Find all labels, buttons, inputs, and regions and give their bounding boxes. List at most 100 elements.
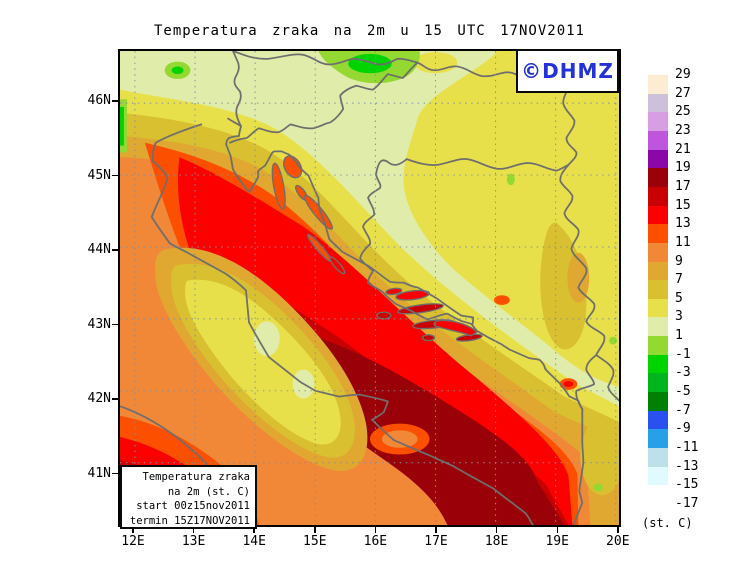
x-axis-tick (556, 527, 558, 533)
coastline-italy-adriatic (150, 123, 534, 525)
temp-patch-gold-se (580, 417, 619, 496)
colorbar-tick-label: 17 (675, 178, 691, 194)
colorbar-tick-label: -7 (675, 402, 691, 418)
colorbar-tick-label: -13 (675, 458, 699, 474)
temp-valley-spot (494, 295, 510, 305)
colorbar-tick-label: 3 (675, 309, 683, 325)
colorbar-tick-label: 1 (675, 328, 683, 344)
y-axis-label: 43N (87, 316, 111, 332)
colorbar-tick-label: 5 (675, 290, 683, 306)
colorbar-unit-label: (st. C) (642, 516, 693, 530)
y-axis-label: 45N (87, 167, 111, 183)
colorbar-cell--5--3 (648, 373, 668, 393)
colorbar-tick-label: 23 (675, 122, 691, 138)
border-italy-slovenia (232, 51, 242, 128)
temp-green-dot (593, 483, 604, 492)
x-axis-tick (495, 527, 498, 533)
border-slovenia-croatia (229, 61, 419, 144)
temp-spot-gulf-core (381, 430, 418, 448)
y-axis-label: 41N (87, 465, 111, 481)
border-kosovo-branch (595, 354, 619, 402)
map-plot-area (118, 49, 621, 527)
x-axis-label: 16E (363, 534, 388, 549)
temp-green-dot (609, 336, 618, 345)
dhmz-logo: ©DHMZ (516, 49, 619, 93)
x-axis-tick (132, 527, 134, 533)
info-line-start: start 00z15nov2011 (136, 500, 250, 513)
colorbar-cell-15-17 (648, 186, 668, 206)
island-hvar (397, 303, 444, 315)
y-axis-tick (112, 323, 118, 326)
colorbar-cell-5-7 (648, 280, 668, 300)
info-line-termin: termin 15Z17NOV2011 (129, 514, 250, 527)
colorbar-tick-label: 11 (675, 234, 691, 250)
colorbar-tick-label: -11 (675, 440, 699, 455)
temperature-map-svg (120, 51, 619, 525)
colorbar-cell--13--11 (648, 448, 668, 468)
colorbar-tick-label: -3 (675, 365, 691, 381)
temp-green-spot-nw-core (171, 66, 184, 75)
temp-green-sliver-edge-core (120, 106, 124, 146)
colorbar-cell-23-25 (648, 112, 668, 132)
adriatic-islands (271, 155, 483, 342)
island-kornati (329, 256, 346, 275)
colorbar-cell--3--1 (648, 354, 668, 374)
island-solta (385, 287, 403, 296)
colorbar-tick-label: -9 (675, 421, 691, 437)
border-drina-montenegro (559, 164, 606, 411)
temp-spot-yellow (451, 82, 484, 101)
x-axis-tick (617, 527, 619, 533)
colorbar-cell--11--9 (648, 429, 668, 449)
colorbar-tick-label: 21 (675, 141, 691, 157)
x-axis-label: 14E (242, 534, 266, 549)
colorbar-tick-label: -15 (675, 477, 699, 493)
colorbar: 29 27 25 23 21 19 17 15 13 11 9 7 5 3 1 -1 -3 -5 -7 -9 -11 -1… (648, 67, 738, 511)
colorbar-cell-1-3 (648, 317, 668, 337)
colorbar-tick-label: 27 (675, 85, 691, 101)
y-axis-tick (112, 174, 118, 177)
colorbar-tick-label: -17 (675, 495, 699, 511)
border-croatia-bosnia (359, 158, 474, 326)
y-axis-tick (112, 398, 118, 400)
colorbar-cell-17-19 (648, 168, 668, 188)
colorbar-tick-label: 29 (675, 67, 691, 82)
x-axis-label: 15E (303, 534, 327, 549)
x-axis-tick (374, 527, 377, 533)
x-axis-label: 20E (606, 534, 630, 549)
colorbar-cell-27-29 (648, 75, 668, 95)
border-serbia-west (562, 86, 578, 166)
colorbar-tick-label: 7 (675, 272, 683, 288)
colorbar-cell-11-13 (648, 224, 668, 244)
y-axis-tick (112, 249, 118, 251)
x-axis-tick (253, 527, 255, 533)
graticule (120, 51, 619, 525)
info-line-level: na 2m (st. C) (167, 485, 250, 498)
colorbar-cell--9--7 (648, 410, 668, 430)
colorbar-cell-25-27 (648, 93, 668, 113)
colorbar-cell--17--15 (648, 485, 668, 505)
x-axis-tick (435, 527, 437, 533)
y-axis-label: 46N (87, 93, 111, 108)
colorbar-tick-label: 25 (675, 104, 691, 120)
temp-apennine-pale (253, 321, 280, 357)
peninsula-peljesac (433, 319, 479, 337)
temp-green-dot (506, 173, 515, 186)
run-info-box: Temperatura zraka na 2m (st. C) start 00… (120, 465, 257, 529)
x-axis-label: 17E (424, 534, 448, 549)
x-axis-label: 13E (181, 534, 206, 549)
x-axis-tick (192, 527, 195, 533)
temp-valley-spot-core (563, 381, 574, 387)
colorbar-cell-9-11 (648, 242, 668, 262)
island-pag (303, 194, 333, 230)
colorbar-cell--7--5 (648, 392, 668, 412)
info-line-variable: Temperatura zraka (142, 471, 250, 483)
border-sava (405, 158, 570, 172)
y-axis-label: 42N (87, 391, 111, 406)
colorbar-cell-7-9 (648, 261, 668, 281)
colorbar-cell-3-5 (648, 298, 668, 318)
colorbar-tick-label: 19 (675, 160, 691, 176)
x-axis-label: 19E (545, 534, 569, 549)
colorbar-cell-21-23 (648, 130, 668, 150)
y-axis-tick (112, 100, 118, 102)
x-axis-label: 12E (121, 534, 145, 549)
